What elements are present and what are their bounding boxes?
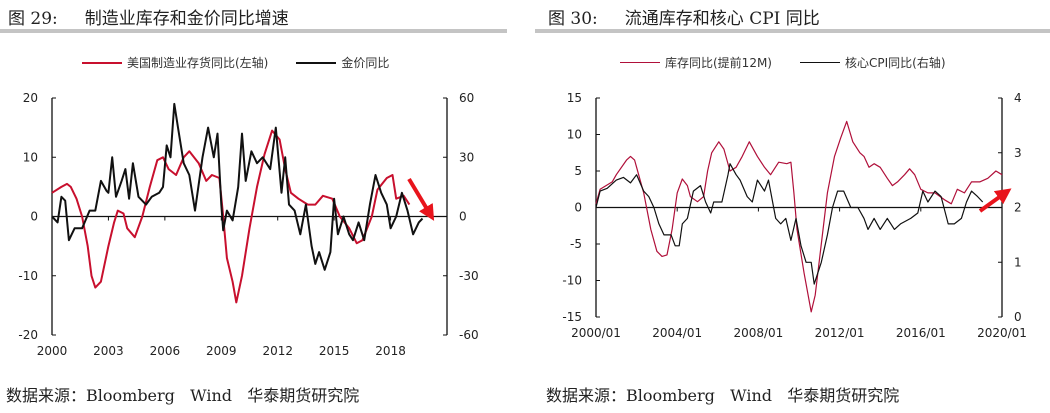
legend-label: 美国制造业存货同比(左轴): [127, 56, 269, 70]
x-tick-label: 2012: [262, 344, 293, 358]
x-tick-label: 2009: [206, 344, 237, 358]
y-tick-label-right: 3: [1014, 146, 1022, 160]
y-tick-label-left: 10: [567, 128, 582, 142]
x-tick-label: 2003: [93, 344, 124, 358]
y-tick-label-left: 15: [567, 91, 582, 105]
down-arrow-icon: [407, 177, 435, 221]
x-tick-label: 2004/01: [652, 326, 702, 340]
y-tick-label-left: 0: [30, 210, 38, 224]
y-tick-label-right: 30: [459, 150, 474, 164]
x-tick-label: 2000: [37, 344, 68, 358]
figure-29-title: 图 29: 制造业库存和金价同比增速: [8, 4, 289, 29]
y-tick-label-right: -30: [459, 269, 479, 283]
x-tick-label: 2006: [150, 344, 181, 358]
y-tick-label-right: 1: [1014, 255, 1022, 269]
x-tick-label: 2018: [375, 344, 406, 358]
series-line-right-axis: [595, 163, 984, 285]
figure-number: 图 29:: [8, 9, 58, 29]
chart-title: 流通库存和核心 CPI 同比: [624, 9, 820, 29]
y-tick-label-right: 0: [1014, 310, 1022, 324]
series-line-right-axis: [51, 102, 424, 271]
y-tick-label-right: 4: [1014, 91, 1022, 105]
x-tick-label: 2012/01: [815, 326, 865, 340]
legend-swatch: [82, 61, 122, 64]
x-tick-label: 2015: [319, 344, 350, 358]
figure-number: 图 30:: [548, 9, 598, 29]
y-tick-label-left: 20: [23, 91, 38, 105]
legend-swatch: [620, 62, 660, 63]
legend-item: 核心CPI同比(右轴): [800, 54, 946, 71]
y-tick-label-left: -20: [18, 328, 38, 342]
x-tick-label: 2016/01: [896, 326, 946, 340]
y-tick-label-right: 0: [459, 210, 467, 224]
y-tick-label-right: 60: [459, 91, 474, 105]
y-tick-label-left: 10: [23, 150, 38, 164]
y-tick-label-right: -60: [459, 328, 479, 342]
y-tick-label-left: 0: [574, 201, 582, 215]
legend-right: 库存同比(提前12M) 核心CPI同比(右轴): [620, 54, 968, 71]
x-tick-label: 2000/01: [571, 326, 621, 340]
y-tick-label-left: -10: [562, 274, 582, 288]
legend-left: 美国制造业存货同比(左轴) 金价同比: [82, 54, 411, 71]
series-line-left-axis: [595, 120, 1003, 313]
legend-label: 金价同比: [341, 56, 390, 70]
title-divider: [535, 29, 1050, 33]
legend-item: 库存同比(提前12M): [620, 54, 772, 71]
figure-30-title: 图 30: 流通库存和核心 CPI 同比: [548, 4, 820, 29]
y-tick-label-right: 2: [1014, 201, 1022, 215]
title-divider: [0, 29, 507, 33]
legend-label: 核心CPI同比(右轴): [845, 56, 946, 70]
legend-item: 金价同比: [296, 54, 389, 71]
x-tick-label: 2008/01: [733, 326, 783, 340]
y-tick-label-left: -5: [570, 237, 582, 251]
legend-item: 美国制造业存货同比(左轴): [82, 54, 268, 71]
source-note: 数据来源：Bloomberg Wind 华泰期货研究院: [546, 386, 900, 405]
y-tick-label-left: -15: [562, 310, 582, 324]
y-tick-label-left: 5: [574, 164, 582, 178]
legend-swatch: [800, 62, 840, 63]
x-tick-label: 2020/01: [977, 326, 1027, 340]
legend-swatch: [296, 61, 337, 64]
up-arrow-icon: [978, 188, 1012, 213]
y-tick-label-left: -10: [18, 269, 38, 283]
chart-title: 制造业库存和金价同比增速: [84, 9, 289, 29]
legend-label: 库存同比(提前12M): [665, 56, 772, 70]
source-note: 数据来源：Bloomberg Wind 华泰期货研究院: [6, 386, 360, 405]
